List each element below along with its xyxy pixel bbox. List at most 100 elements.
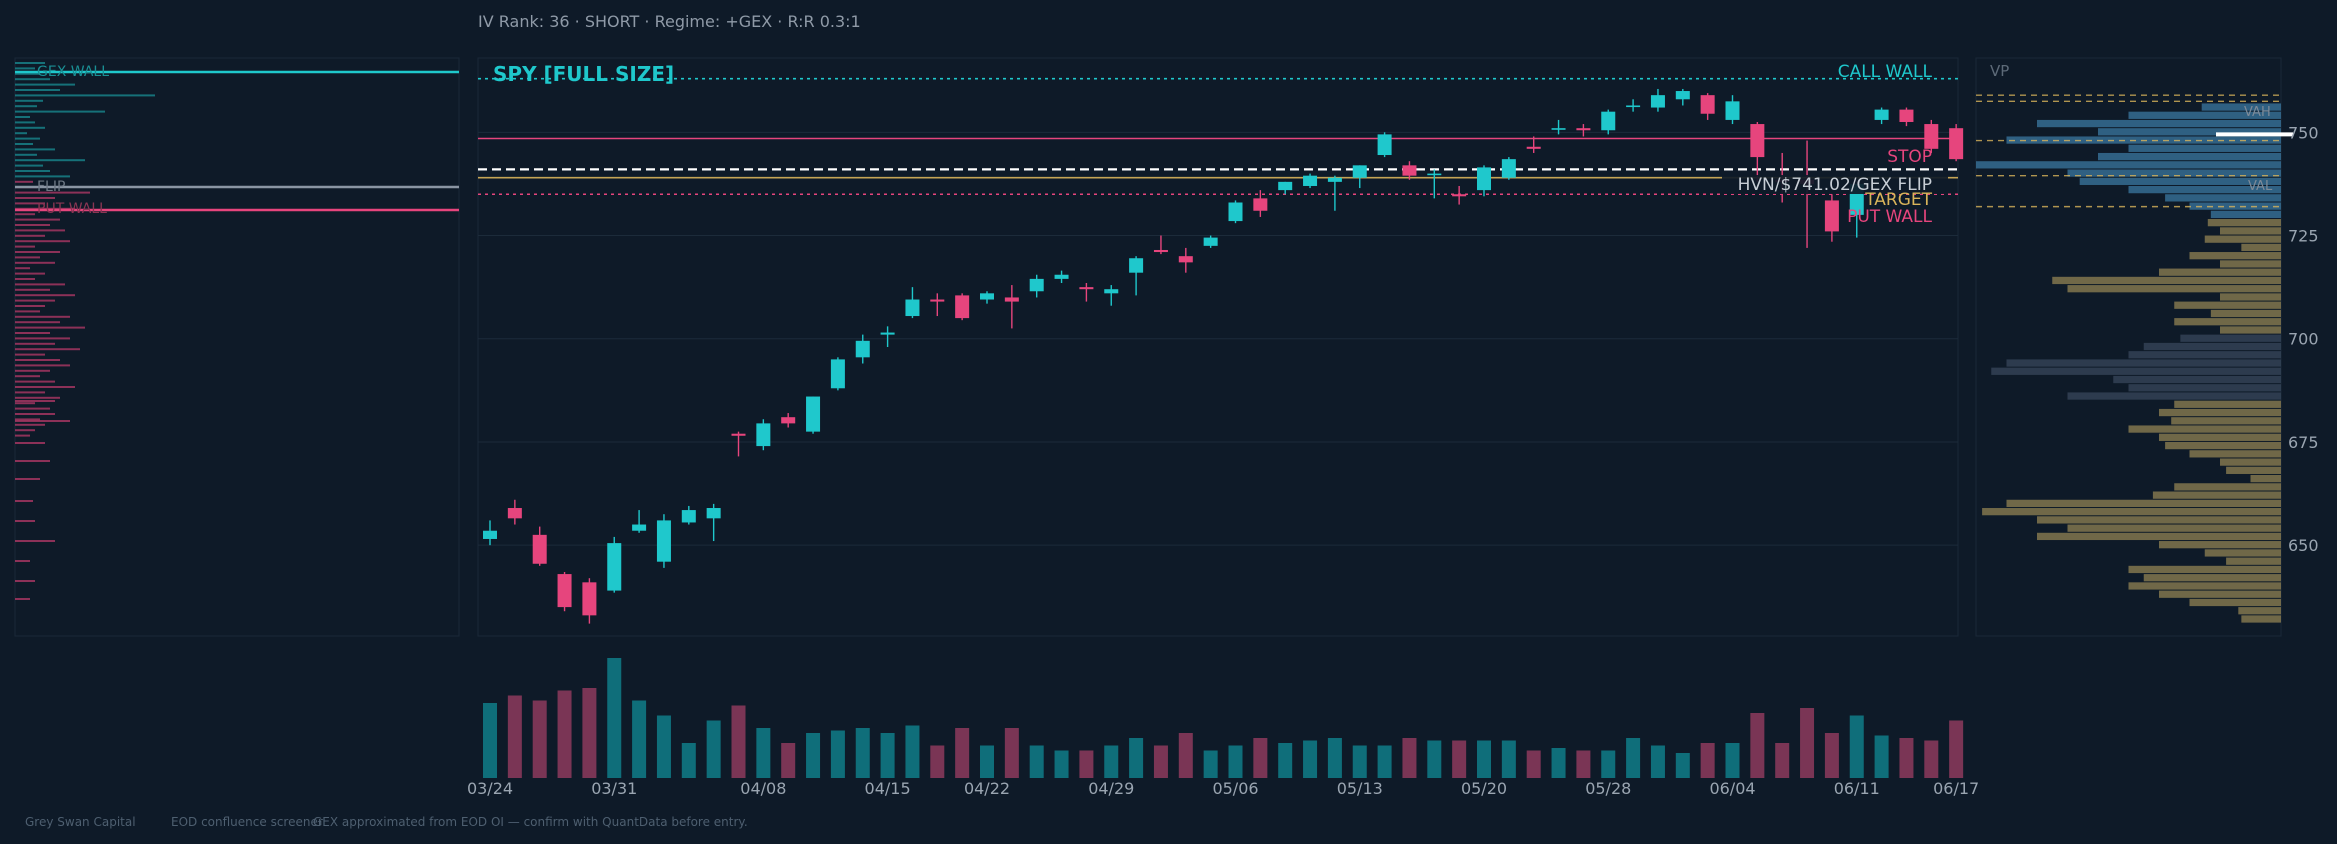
gex-bar bbox=[15, 420, 70, 422]
header-summary: IV Rank: 36 · SHORT · Regime: +GEX · R:R… bbox=[478, 12, 861, 31]
volume-bar bbox=[1253, 738, 1268, 778]
volume-bar bbox=[1477, 740, 1491, 778]
vp-bin bbox=[2037, 119, 2281, 128]
candle-body bbox=[1228, 202, 1243, 222]
gex-bar bbox=[15, 72, 40, 75]
gex-bar bbox=[15, 234, 45, 237]
x-tick-label: 06/04 bbox=[1709, 779, 1755, 798]
vp-bin bbox=[2159, 541, 2281, 549]
gex-bar bbox=[15, 400, 55, 402]
gex-bar bbox=[15, 305, 45, 307]
volume-bar bbox=[1427, 740, 1442, 778]
candle-body bbox=[1377, 134, 1392, 156]
vp-bin bbox=[2210, 309, 2281, 318]
gex-bar bbox=[15, 197, 55, 199]
vp-bin bbox=[2006, 499, 2281, 508]
gex-bar bbox=[15, 580, 35, 582]
gex-bar bbox=[15, 375, 40, 378]
volume-bar bbox=[1278, 743, 1293, 778]
volume-bar bbox=[1675, 753, 1690, 778]
vp-bin bbox=[2207, 219, 2281, 227]
gex-bar bbox=[15, 191, 90, 194]
candle-body bbox=[1899, 109, 1914, 122]
y-tick-label: 650 bbox=[2288, 536, 2319, 555]
gex-panel: GEX WALL FLIP PUT WALL bbox=[14, 57, 460, 637]
footer-note: GEX approximated from EOD OI — confirm w… bbox=[313, 815, 748, 829]
gex-bar bbox=[15, 353, 45, 356]
volume-bar bbox=[1054, 750, 1069, 778]
volume-bar bbox=[781, 743, 796, 778]
gex-bar bbox=[15, 520, 35, 522]
vp-bin bbox=[2220, 458, 2281, 466]
gex-bar bbox=[15, 121, 35, 124]
candle-body bbox=[855, 340, 870, 358]
gex-bar bbox=[15, 218, 60, 221]
vp-bin bbox=[2128, 185, 2281, 194]
gex-bar bbox=[15, 500, 33, 502]
vp-bin bbox=[2238, 607, 2281, 615]
volume-bar bbox=[1824, 733, 1839, 778]
candle-body bbox=[1327, 177, 1342, 182]
vp-bin bbox=[2159, 408, 2281, 417]
candle-body bbox=[1601, 111, 1616, 131]
vp-bin bbox=[2067, 392, 2281, 400]
y-tick-label: 725 bbox=[2288, 227, 2319, 246]
volume-bar bbox=[1775, 743, 1790, 778]
vp-bin bbox=[2210, 210, 2281, 219]
volume-bar bbox=[582, 688, 597, 778]
candle-body bbox=[607, 543, 622, 591]
vp-bin bbox=[2128, 384, 2281, 392]
volume-bar bbox=[756, 728, 771, 778]
x-tick-label: 04/29 bbox=[1088, 779, 1134, 798]
gex-bar bbox=[15, 62, 45, 64]
vp-bin bbox=[2174, 400, 2281, 408]
x-tick-label: 06/11 bbox=[1834, 779, 1880, 798]
gex-bar bbox=[15, 321, 60, 324]
candle-body bbox=[955, 295, 970, 319]
volume-bar bbox=[532, 700, 547, 778]
vp-bin bbox=[2220, 260, 2281, 268]
gex-bar bbox=[15, 267, 30, 270]
volume-bar bbox=[483, 703, 497, 778]
vp-bin bbox=[2128, 582, 2281, 590]
candle-body bbox=[483, 530, 497, 539]
volume-bar bbox=[1303, 740, 1318, 778]
vp-bin bbox=[2037, 516, 2281, 524]
gex-bar bbox=[15, 560, 30, 562]
candle-body bbox=[1477, 167, 1491, 191]
vp-bin bbox=[2113, 375, 2281, 384]
gex-bar bbox=[15, 413, 55, 415]
volume-bar bbox=[607, 658, 622, 778]
volume-bar bbox=[855, 728, 870, 778]
volume-bar bbox=[1104, 745, 1119, 778]
vp-bin bbox=[2250, 474, 2281, 483]
x-tick-label: 04/08 bbox=[740, 779, 786, 798]
vp-bin bbox=[2128, 144, 2281, 152]
candle-body bbox=[930, 299, 945, 302]
gex-bar bbox=[15, 407, 50, 410]
gex-bar bbox=[15, 315, 70, 318]
gex-bar bbox=[15, 434, 30, 437]
volume-bar bbox=[1874, 735, 1889, 778]
volume-bar bbox=[1377, 745, 1392, 778]
volume-bar bbox=[1327, 738, 1342, 778]
vp-bin bbox=[2220, 227, 2281, 235]
volume-bar bbox=[1750, 713, 1765, 778]
candle-body bbox=[781, 417, 796, 424]
candle-body bbox=[1452, 194, 1467, 197]
volume-bar bbox=[706, 720, 721, 778]
gex-bar bbox=[15, 78, 50, 81]
price-chart: SPY [FULL SIZE] CALL WALL STOP HVN/$741.02… bbox=[477, 57, 1964, 637]
gex-bar bbox=[15, 359, 60, 361]
gex-bar bbox=[15, 116, 30, 118]
gex-bar bbox=[15, 94, 155, 97]
gex-bar bbox=[15, 256, 40, 259]
vp-bin bbox=[2037, 532, 2281, 541]
volume-bar bbox=[1601, 750, 1616, 778]
candle-body bbox=[830, 359, 845, 389]
vp-bin bbox=[2152, 491, 2281, 499]
candle-body bbox=[1626, 105, 1641, 108]
volume-bar bbox=[1700, 743, 1715, 778]
volume-bar bbox=[1153, 745, 1168, 778]
gex-bar bbox=[15, 240, 70, 243]
